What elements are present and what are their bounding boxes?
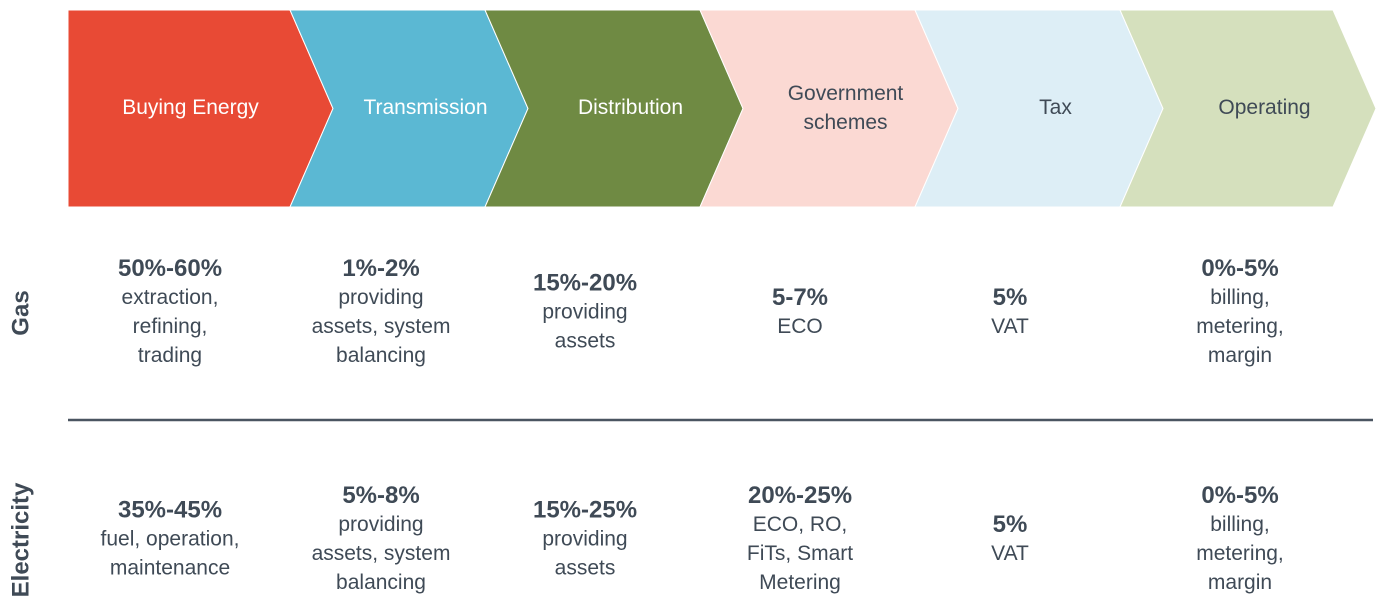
cell-percent: 0%-5% [1201,255,1278,282]
stage-label: Transmission [363,96,487,119]
cell-description: trading [138,344,202,367]
cell-description: assets, system [312,542,451,565]
row-label: Gas [7,290,34,335]
cell-percent: 50%-60% [118,255,222,282]
cell-description: ECO [777,315,823,338]
cell-description: maintenance [110,557,230,580]
cell-description: assets [555,330,616,353]
cell-percent: 5-7% [772,284,828,311]
cell-description: Metering [759,571,841,594]
stage-label: Government [788,82,904,105]
cell-description: metering, [1196,542,1284,565]
stage-label: Buying Energy [122,96,259,119]
cell-percent: 15%-20% [533,269,637,296]
cell-description: balancing [336,571,426,594]
chevron [1119,9,1377,208]
cell-percent: 35%-45% [118,496,222,523]
cell-description: fuel, operation, [101,528,240,551]
cell-description: billing, [1210,513,1270,536]
cell-description: metering, [1196,315,1284,338]
stage-label: schemes [803,111,887,134]
cell-percent: 0%-5% [1201,482,1278,509]
stage-label: Tax [1039,96,1072,119]
stage-label: Distribution [578,96,683,119]
cell-percent: 5% [993,284,1028,311]
cell-description: providing [542,301,627,324]
cell-percent: 5% [993,511,1028,538]
cell-percent: 20%-25% [748,482,852,509]
cell-description: margin [1208,344,1272,367]
cell-description: FiTs, Smart [747,542,853,565]
cell-description: refining, [133,315,208,338]
cell-description: billing, [1210,286,1270,309]
cell-percent: 5%-8% [342,482,419,509]
cell-description: providing [338,513,423,536]
cell-description: assets, system [312,315,451,338]
cell-description: extraction, [122,286,219,309]
stage-label: Operating [1218,96,1310,119]
cell-description: providing [338,286,423,309]
cell-description: balancing [336,344,426,367]
cell-percent: 15%-25% [533,496,637,523]
cell-percent: 1%-2% [342,255,419,282]
cell-description: providing [542,528,627,551]
cell-description: margin [1208,571,1272,594]
cell-description: assets [555,557,616,580]
cell-description: VAT [991,542,1029,565]
cell-description: VAT [991,315,1029,338]
cell-description: ECO, RO, [753,513,848,536]
row-label: Electricity [7,482,34,597]
